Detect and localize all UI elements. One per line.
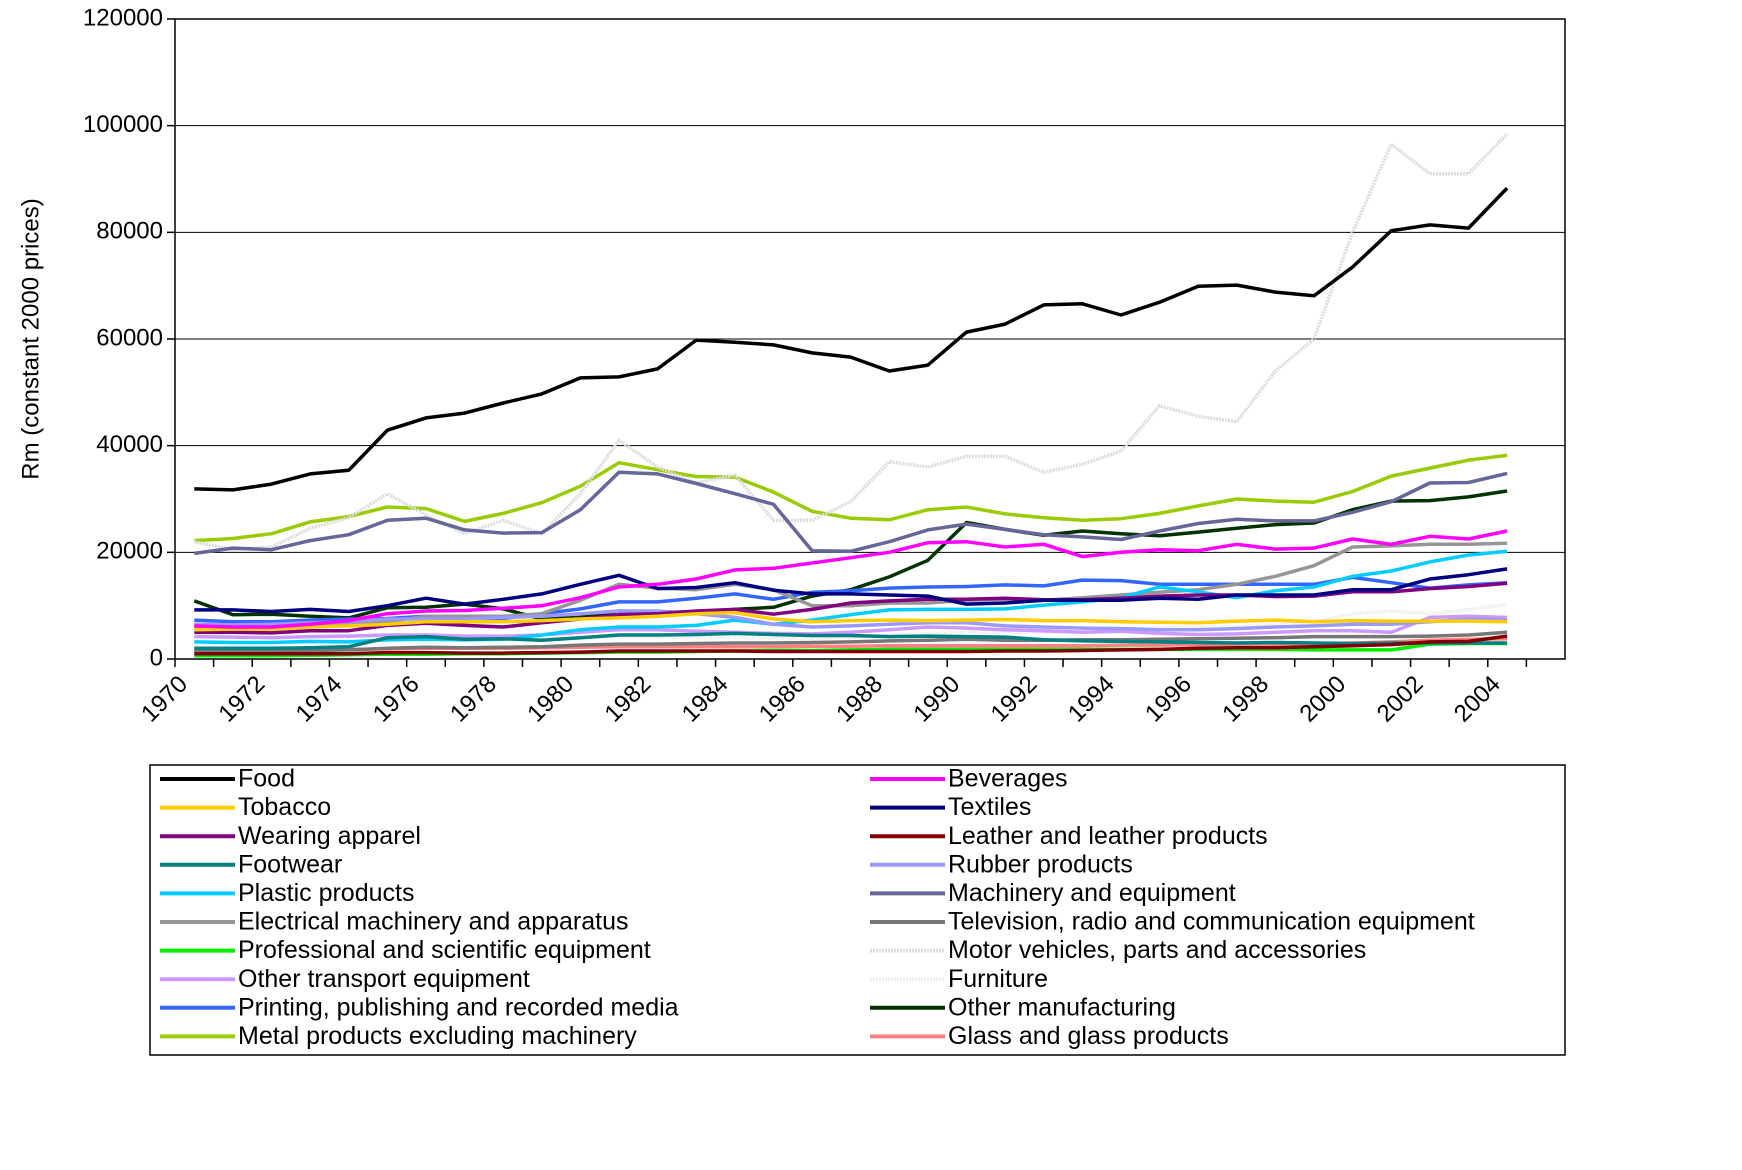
x-tick-label: 1990 [908,671,965,728]
legend-label: Wearing apparel [238,822,421,850]
y-tick-label: 40000 [96,431,163,458]
legend-label: Printing, publishing and recorded media [238,993,679,1021]
series-line [193,489,1508,621]
y-tick-label: 0 [150,644,163,671]
series-line [194,549,1508,645]
y-axis-label: Rm (constant 2000 prices) [17,198,44,479]
series-line [194,614,1508,640]
legend-label: Footwear [238,850,342,878]
x-tick-label: 1998 [1217,671,1274,728]
x-tick-label: 1994 [1063,671,1120,728]
y-tick-label: 80000 [96,218,163,245]
legend-label: Furniture [948,965,1048,993]
x-tick-label: 1982 [600,671,657,728]
x-tick-label: 1984 [677,671,734,728]
y-tick-label: 60000 [96,324,163,351]
y-tick-label: 120000 [83,4,163,31]
x-tick-label: 1996 [1140,671,1197,728]
legend-box [149,764,1566,1056]
legend-label: Television, radio and communication equi… [948,908,1475,936]
series-line [194,610,1508,632]
x-tick-label: 1986 [754,671,811,728]
x-tick-label: 1972 [213,671,270,728]
legend-label: Leather and leather products [948,822,1268,850]
series-line [194,609,1508,632]
x-tick-label: 1980 [522,671,579,728]
series-line [194,470,1508,556]
legend-label: Food [238,765,295,793]
legend-label: Textiles [948,793,1031,821]
series-line [194,186,1509,492]
x-tick-label: 2002 [1372,671,1429,728]
x-tick-label: 1970 [136,671,193,728]
legend-label: Beverages [948,765,1068,793]
series-line [194,631,1508,651]
series-line [194,567,1508,614]
legend-label: Other transport equipment [238,965,530,993]
x-tick-label: 1992 [986,671,1043,728]
x-tick-label: 1976 [368,671,425,728]
series-line [193,132,1509,552]
legend-label: Rubber products [948,850,1133,878]
legend-label: Other manufacturing [948,993,1176,1021]
legend-label: Metal products excluding machinery [238,1022,637,1050]
legend-label: Plastic products [238,879,414,907]
legend-label: Electrical machinery and apparatus [238,908,628,936]
series-line [194,453,1508,543]
y-tick-label: 100000 [83,111,163,138]
x-tick-label: 1978 [445,671,502,728]
x-tick-label: 2004 [1449,671,1506,728]
x-tick-label: 1988 [831,671,888,728]
legend-label: Glass and glass products [948,1022,1229,1050]
series-line [194,529,1508,629]
x-tick-label: 2000 [1295,671,1352,728]
legend-label: Tobacco [238,793,331,821]
legend-label: Motor vehicles, parts and accessories [948,936,1366,964]
series-line [194,634,1508,656]
x-tick-label: 1974 [291,671,348,728]
y-tick-label: 20000 [96,538,163,565]
series-line [194,630,1508,653]
legend-label: Professional and scientific equipment [238,936,651,964]
legend-label: Machinery and equipment [948,879,1236,907]
